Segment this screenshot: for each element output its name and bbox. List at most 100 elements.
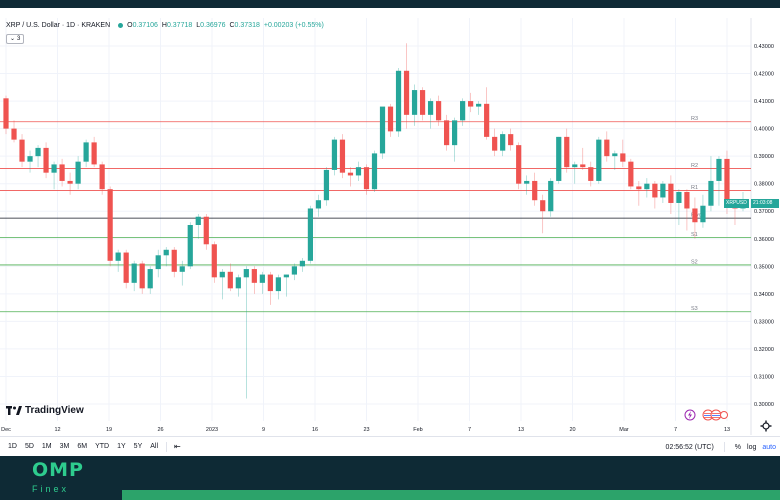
candle-body	[419, 90, 426, 115]
candle-body	[395, 70, 402, 132]
indicators-toggle-button[interactable]: ⌄ 3	[6, 34, 25, 44]
goto-date-icon[interactable]: ⇤	[174, 442, 181, 451]
time-tick-label: 2023	[206, 427, 218, 433]
tradingview-logo[interactable]: TradingView	[6, 405, 84, 416]
auto-scale-toggle[interactable]: auto	[762, 443, 776, 451]
candle-body	[355, 167, 362, 176]
range-1y-button[interactable]: 1Y	[117, 443, 126, 450]
pivot-label: S1	[691, 232, 698, 238]
candle-body	[123, 252, 129, 283]
candle-body	[540, 200, 546, 212]
candle-body	[644, 183, 650, 190]
event-markers[interactable]	[684, 409, 728, 421]
price-tick-label: 0.37000	[754, 209, 774, 215]
price-tick-label: 0.32000	[754, 347, 774, 353]
candle-body	[267, 274, 273, 292]
range-all-button[interactable]: All	[150, 443, 159, 450]
price-tick-label: 0.39000	[754, 154, 774, 160]
candle-body	[379, 106, 386, 154]
candle-body	[636, 186, 642, 190]
candle-body	[91, 142, 97, 165]
candle-body	[452, 120, 458, 146]
candle-body	[195, 216, 201, 225]
candle-body	[171, 249, 177, 272]
market-status-icon	[118, 23, 124, 28]
pivot-label: R2	[691, 163, 698, 169]
time-tick-label: Feb	[413, 427, 422, 433]
range-1d-button[interactable]: 1D	[8, 443, 17, 450]
candle-body	[492, 136, 498, 151]
candle-body	[11, 128, 17, 140]
candle-body	[564, 136, 570, 168]
candle-body	[604, 139, 610, 157]
time-tick-label: 12	[54, 427, 60, 433]
candle-body	[227, 271, 233, 289]
candle-body	[299, 260, 306, 267]
pivot-label: S2	[691, 259, 698, 265]
tradingview-wordmark: TradingView	[25, 405, 84, 416]
range-ytd-button[interactable]: YTD	[95, 443, 110, 450]
settings-gear-icon[interactable]	[760, 420, 772, 432]
candle-body	[556, 136, 562, 181]
percent-scale-toggle[interactable]: %	[734, 443, 742, 451]
candle-body	[131, 263, 137, 283]
price-tick-label: 0.38000	[754, 182, 774, 188]
candle-body	[524, 180, 530, 184]
candle-body	[179, 266, 185, 272]
range-6m-button[interactable]: 6M	[77, 443, 88, 450]
pivot-label: R1	[691, 185, 698, 191]
time-tick-label: 7	[468, 427, 471, 433]
candle-body	[59, 164, 65, 181]
candle-body	[67, 180, 73, 184]
candle-body	[468, 101, 474, 107]
symbol-price-label: XRPUSD	[724, 199, 749, 208]
candle-body	[716, 158, 722, 181]
candle-body	[572, 164, 578, 168]
candle-body	[43, 147, 49, 173]
candle-body	[339, 139, 346, 173]
candle-body	[387, 106, 394, 132]
candle-body	[460, 101, 466, 121]
candle-body	[708, 180, 714, 206]
candle-body	[427, 101, 434, 115]
candle-body	[435, 101, 442, 121]
log-scale-toggle[interactable]: log	[747, 443, 757, 451]
range-5y-button[interactable]: 5Y	[133, 443, 143, 450]
current-price-badge: 21:03:08	[751, 199, 779, 208]
candle-body	[684, 191, 690, 209]
price-tick-label: 0.33000	[754, 319, 774, 325]
candle-body	[668, 183, 674, 203]
candle-body	[580, 164, 586, 168]
toolbar-divider	[166, 441, 168, 452]
time-tick-label: 13	[518, 427, 524, 433]
candle-body	[3, 98, 9, 129]
candle-body	[147, 269, 153, 289]
candle-body	[652, 183, 658, 198]
candle-body	[275, 277, 281, 292]
events-icons[interactable]	[684, 409, 728, 421]
price-tick-label: 0.42000	[754, 72, 774, 78]
range-1m-button[interactable]: 1M	[41, 443, 52, 450]
range-3m-button[interactable]: 3M	[59, 443, 70, 450]
range-5d-button[interactable]: 5D	[24, 443, 34, 450]
ohlc-close: C0.37318	[229, 22, 260, 29]
candle-body	[51, 164, 57, 173]
candle-body	[692, 208, 698, 223]
candle-body	[532, 180, 538, 201]
candle-body	[83, 142, 89, 162]
chart-area[interactable]: 0.43000 0.42000 0.41000 0.40000 0.39000 0.380…	[0, 18, 780, 435]
time-tick-label: 13	[724, 427, 730, 433]
candle-body	[363, 167, 370, 190]
time-tick-label: 7	[674, 427, 677, 433]
utc-clock[interactable]: 02:56:52 (UTC)	[665, 443, 714, 451]
candle-body	[107, 189, 113, 261]
ohlc-change: +0.00203 (+0.55%)	[263, 22, 324, 29]
pivot-label: S3	[691, 306, 698, 312]
right-toolbar: 02:56:52 (UTC) % log auto	[666, 437, 776, 457]
time-tick-label: 16	[312, 427, 318, 433]
candle-body	[548, 180, 554, 212]
brand-footer	[0, 456, 780, 500]
candle-body	[203, 216, 209, 245]
candle-body	[596, 139, 602, 181]
candlestick-chart[interactable]: 0.43000 0.42000 0.41000 0.40000 0.39000 0.380…	[0, 18, 780, 435]
